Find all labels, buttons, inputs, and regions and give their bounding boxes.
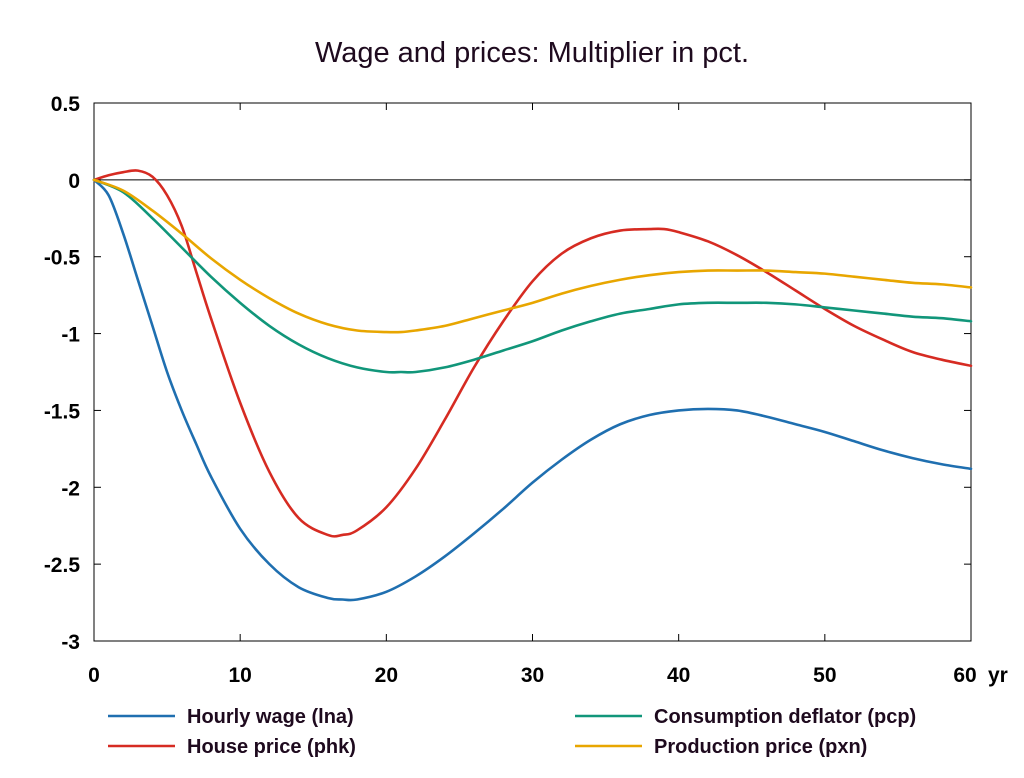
series-line-consumption-deflator bbox=[92, 178, 973, 374]
legend-item-production-price: Production price (pxn) bbox=[575, 736, 867, 758]
legend: Hourly wage (lna) House price (phk) Consum… bbox=[108, 706, 916, 758]
y-tick-label: 0 bbox=[68, 170, 80, 193]
y-tick-label: -0.5 bbox=[44, 247, 81, 270]
y-tick-label: 0.5 bbox=[51, 93, 81, 116]
legend-item-house-price: House price (phk) bbox=[108, 736, 356, 758]
plot-area bbox=[93, 102, 972, 642]
x-tick-label: 40 bbox=[667, 664, 690, 687]
x-tick-label: 60 bbox=[953, 664, 976, 687]
y-tick-label: -2.5 bbox=[44, 554, 81, 577]
series-line-production-price bbox=[92, 178, 973, 334]
y-tick-label: -1 bbox=[61, 324, 80, 347]
legend-label: Consumption deflator (pcp) bbox=[654, 706, 916, 728]
x-tick-label: 50 bbox=[813, 664, 836, 687]
x-tick-label: 30 bbox=[521, 664, 544, 687]
legend-label: Hourly wage (lna) bbox=[187, 706, 354, 728]
y-axis: 0.5 0 -0.5 -1 -1.5 -2 -2.5 -3 bbox=[44, 93, 971, 654]
x-tick-label: 20 bbox=[375, 664, 398, 687]
chart-title: Wage and prices: Multiplier in pct. bbox=[315, 37, 749, 69]
legend-item-consumption-deflator: Consumption deflator (pcp) bbox=[575, 706, 916, 728]
y-tick-label: -2 bbox=[61, 477, 80, 500]
x-tick-label: 10 bbox=[228, 664, 251, 687]
y-tick-label: -1.5 bbox=[44, 400, 81, 423]
legend-item-hourly-wage: Hourly wage (lna) bbox=[108, 706, 354, 728]
series-line-hourly-wage bbox=[92, 178, 973, 602]
series-line-house-price bbox=[92, 169, 973, 538]
x-axis: 0 10 20 30 40 50 60 yr bbox=[88, 103, 1008, 687]
x-unit-label: yr bbox=[988, 664, 1008, 687]
plot-frame bbox=[93, 102, 972, 642]
x-tick-label: 0 bbox=[88, 664, 100, 687]
y-tick-label: -3 bbox=[61, 631, 80, 654]
series-lines bbox=[92, 169, 973, 602]
legend-label: Production price (pxn) bbox=[654, 736, 867, 758]
legend-label: House price (phk) bbox=[187, 736, 356, 758]
